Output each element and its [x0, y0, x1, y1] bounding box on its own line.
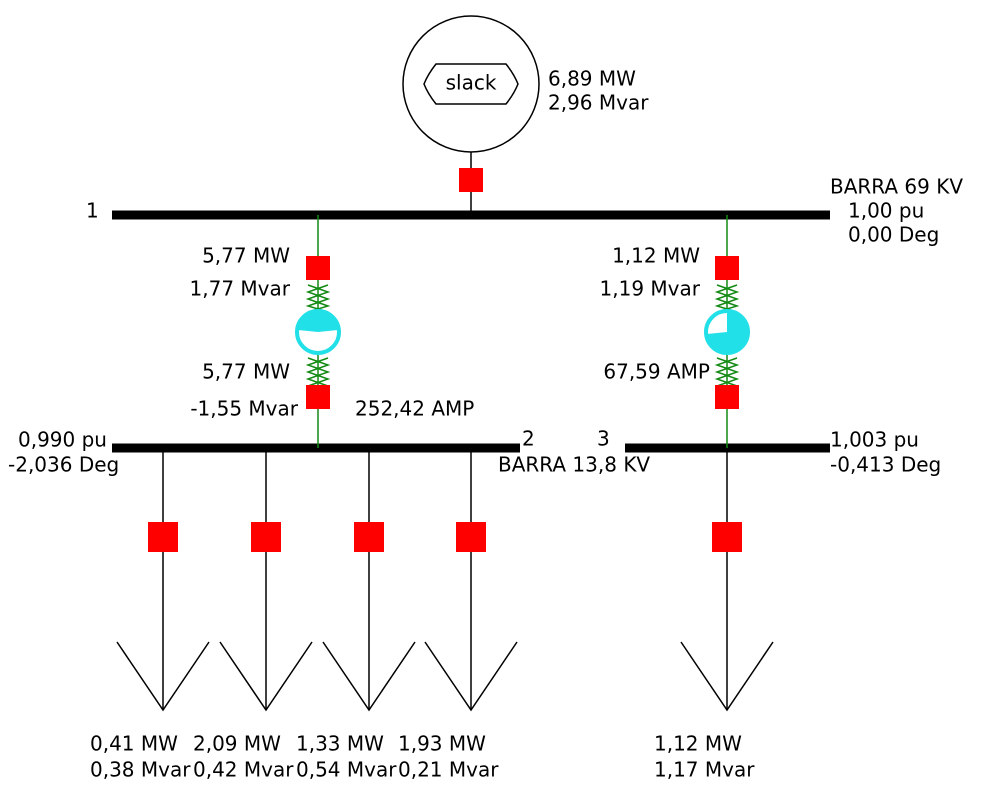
transformer-branch — [704, 215, 750, 448]
load-mw: 0,41 MW — [90, 732, 178, 756]
bus-number: 2 — [522, 427, 535, 451]
load-arrow — [322, 641, 416, 712]
breaker — [306, 256, 330, 280]
coil — [305, 284, 331, 313]
load-arrow — [680, 641, 774, 712]
transformer-branch — [295, 215, 341, 448]
load-arrow — [116, 641, 210, 712]
load-arrow — [424, 641, 518, 712]
bus-number: 1 — [86, 199, 99, 223]
coil — [714, 357, 740, 387]
load-mvar: 1,17 Mvar — [654, 758, 755, 782]
bus-pu: 1,00 pu — [848, 199, 924, 223]
branch-mw: 5,77 MW — [202, 244, 290, 268]
breaker — [456, 522, 486, 552]
load-mw: 1,33 MW — [296, 732, 384, 756]
load-arrow — [219, 641, 313, 712]
branch-mw: 5,77 MW — [202, 360, 290, 384]
breaker — [715, 385, 739, 409]
generator-mw: 6,89 MW — [548, 67, 636, 91]
load-mvar: 0,42 Mvar — [193, 758, 294, 782]
breaker — [712, 522, 742, 552]
coil — [714, 284, 740, 313]
breaker — [306, 385, 330, 409]
branch-amps: 67,59 AMP — [603, 360, 710, 384]
breaker — [354, 522, 384, 552]
branch-mvar: -1,55 Mvar — [190, 397, 298, 421]
bus-pu: 0,990 pu — [18, 428, 107, 452]
bus-deg: -0,413 Deg — [830, 453, 941, 477]
meter-fill — [298, 310, 338, 332]
breaker — [148, 522, 178, 552]
meter-fill — [707, 312, 747, 352]
load-mw: 2,09 MW — [193, 732, 281, 756]
coil — [714, 284, 740, 313]
generator-label: slack — [446, 71, 497, 95]
coil — [305, 357, 331, 387]
branch-amps: 252,42 AMP — [355, 397, 474, 421]
bus-deg: 0,00 Deg — [848, 223, 939, 247]
load-mvar: 0,21 Mvar — [398, 758, 499, 782]
breaker — [715, 256, 739, 280]
coil — [305, 357, 331, 387]
coil — [305, 284, 331, 313]
generator-symbol — [423, 63, 519, 105]
load-mw: 1,12 MW — [654, 732, 742, 756]
breaker — [459, 168, 483, 192]
bus-number: 3 — [597, 427, 610, 451]
branch-mvar: 1,19 Mvar — [600, 277, 701, 301]
bus-pu: 1,003 pu — [830, 428, 919, 452]
coil — [714, 357, 740, 387]
branch-mw: 1,12 MW — [612, 244, 700, 268]
load-mvar: 0,54 Mvar — [296, 758, 397, 782]
bus-name: BARRA 13,8 KV — [498, 453, 650, 477]
generator-mvar: 2,96 Mvar — [548, 91, 649, 115]
load-mvar: 0,38 Mvar — [90, 758, 191, 782]
bus-name: BARRA 69 KV — [830, 175, 963, 199]
branch-mvar: 1,77 Mvar — [190, 277, 291, 301]
load-mw: 1,93 MW — [398, 732, 486, 756]
breaker — [251, 522, 281, 552]
bus-deg: -2,036 Deg — [8, 453, 119, 477]
